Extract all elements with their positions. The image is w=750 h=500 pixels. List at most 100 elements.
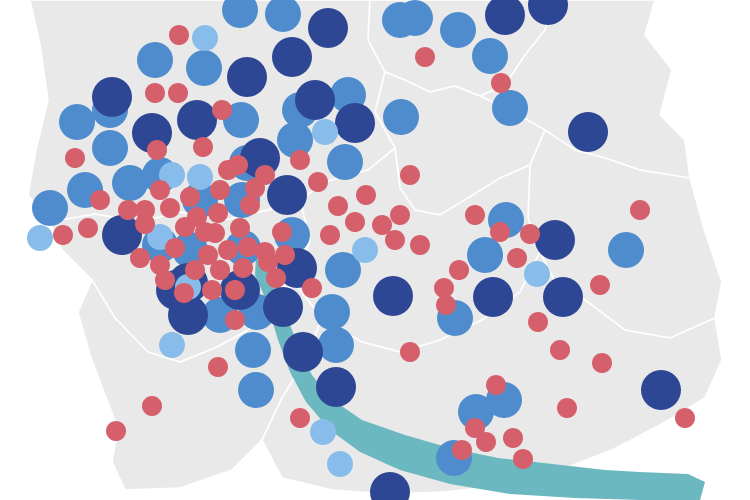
marker-red-6[interactable] bbox=[65, 148, 85, 168]
marker-medium-13[interactable] bbox=[277, 122, 313, 158]
marker-medium-7[interactable] bbox=[59, 104, 95, 140]
marker-red-37[interactable] bbox=[225, 280, 245, 300]
marker-red-20[interactable] bbox=[78, 218, 98, 238]
marker-dark-12[interactable] bbox=[485, 0, 525, 35]
marker-dark-7[interactable] bbox=[295, 80, 335, 120]
marker-medium-36[interactable] bbox=[382, 2, 418, 38]
marker-red-3[interactable] bbox=[168, 83, 188, 103]
marker-dark-10[interactable] bbox=[267, 175, 307, 215]
marker-medium-2[interactable] bbox=[265, 0, 301, 32]
marker-red-2[interactable] bbox=[145, 83, 165, 103]
marker-dark-5[interactable] bbox=[272, 37, 312, 77]
marker-red-1[interactable] bbox=[169, 25, 189, 45]
marker-light-9[interactable] bbox=[524, 261, 550, 287]
marker-red-58[interactable] bbox=[557, 398, 577, 418]
marker-red-15[interactable] bbox=[135, 200, 155, 220]
marker-red-72[interactable] bbox=[212, 100, 232, 120]
marker-dark-15[interactable] bbox=[535, 220, 575, 260]
marker-red-23[interactable] bbox=[230, 218, 250, 238]
marker-red-34[interactable] bbox=[233, 258, 253, 278]
marker-red-8[interactable] bbox=[193, 137, 213, 157]
marker-red-27[interactable] bbox=[238, 237, 258, 257]
marker-medium-4[interactable] bbox=[440, 12, 476, 48]
marker-medium-29[interactable] bbox=[467, 237, 503, 273]
marker-light-11[interactable] bbox=[310, 419, 336, 445]
marker-dark-20[interactable] bbox=[473, 277, 513, 317]
marker-light-1[interactable] bbox=[192, 25, 218, 51]
marker-red-22[interactable] bbox=[208, 203, 228, 223]
marker-red-46[interactable] bbox=[465, 205, 485, 225]
marker-dark-14[interactable] bbox=[568, 112, 608, 152]
marker-red-30[interactable] bbox=[130, 248, 150, 268]
marker-red-14[interactable] bbox=[180, 187, 200, 207]
marker-red-83[interactable] bbox=[630, 200, 650, 220]
marker-red-57[interactable] bbox=[592, 353, 612, 373]
marker-dark-4[interactable] bbox=[227, 57, 267, 97]
marker-red-48[interactable] bbox=[507, 248, 527, 268]
marker-medium-28[interactable] bbox=[608, 232, 644, 268]
marker-medium-11[interactable] bbox=[32, 190, 68, 226]
marker-light-3[interactable] bbox=[159, 162, 185, 188]
marker-red-32[interactable] bbox=[198, 245, 218, 265]
marker-dark-24[interactable] bbox=[641, 370, 681, 410]
marker-red-50[interactable] bbox=[434, 278, 454, 298]
marker-red-7[interactable] bbox=[147, 140, 167, 160]
marker-red-69[interactable] bbox=[302, 278, 322, 298]
marker-dark-11[interactable] bbox=[102, 215, 142, 255]
marker-red-64[interactable] bbox=[465, 418, 485, 438]
marker-red-33[interactable] bbox=[210, 260, 230, 280]
marker-red-77[interactable] bbox=[275, 245, 295, 265]
marker-red-84[interactable] bbox=[550, 340, 570, 360]
marker-red-39[interactable] bbox=[174, 283, 194, 303]
marker-medium-17[interactable] bbox=[492, 90, 528, 126]
marker-red-38[interactable] bbox=[202, 280, 222, 300]
marker-red-26[interactable] bbox=[218, 240, 238, 260]
marker-red-71[interactable] bbox=[290, 150, 310, 170]
marker-red-74[interactable] bbox=[90, 190, 110, 210]
marker-red-62[interactable] bbox=[452, 440, 472, 460]
marker-red-68[interactable] bbox=[320, 225, 340, 245]
marker-medium-27[interactable] bbox=[314, 294, 350, 330]
marker-dark-17[interactable] bbox=[263, 287, 303, 327]
marker-red-17[interactable] bbox=[160, 198, 180, 218]
marker-red-67[interactable] bbox=[356, 185, 376, 205]
marker-light-10[interactable] bbox=[159, 332, 185, 358]
marker-red-52[interactable] bbox=[400, 342, 420, 362]
marker-red-13[interactable] bbox=[150, 180, 170, 200]
marker-dark-25[interactable] bbox=[370, 472, 410, 500]
marker-red-47[interactable] bbox=[520, 224, 540, 244]
marker-red-42[interactable] bbox=[328, 196, 348, 216]
marker-light-7[interactable] bbox=[27, 225, 53, 251]
marker-medium-22[interactable] bbox=[458, 394, 494, 430]
marker-red-5[interactable] bbox=[491, 73, 511, 93]
marker-red-56[interactable] bbox=[290, 408, 310, 428]
marker-red-79[interactable] bbox=[165, 238, 185, 258]
marker-red-49[interactable] bbox=[449, 260, 469, 280]
marker-red-65[interactable] bbox=[490, 222, 510, 242]
marker-medium-6[interactable] bbox=[137, 42, 173, 78]
marker-dark-19[interactable] bbox=[373, 276, 413, 316]
marker-red-59[interactable] bbox=[675, 408, 695, 428]
marker-red-45[interactable] bbox=[390, 205, 410, 225]
marker-medium-8[interactable] bbox=[92, 130, 128, 166]
marker-red-24[interactable] bbox=[175, 217, 195, 237]
marker-red-29[interactable] bbox=[272, 222, 292, 242]
marker-red-63[interactable] bbox=[513, 449, 533, 469]
marker-medium-26[interactable] bbox=[238, 372, 274, 408]
marker-red-51[interactable] bbox=[528, 312, 548, 332]
marker-red-19[interactable] bbox=[135, 214, 155, 234]
marker-dark-13[interactable] bbox=[528, 0, 568, 25]
marker-red-10[interactable] bbox=[228, 155, 248, 175]
marker-red-66[interactable] bbox=[436, 295, 456, 315]
marker-medium-9[interactable] bbox=[112, 165, 148, 201]
marker-red-85[interactable] bbox=[486, 375, 506, 395]
marker-medium-15[interactable] bbox=[383, 99, 419, 135]
marker-red-76[interactable] bbox=[240, 195, 260, 215]
marker-red-53[interactable] bbox=[208, 357, 228, 377]
marker-red-41[interactable] bbox=[400, 165, 420, 185]
marker-dark-8[interactable] bbox=[335, 103, 375, 143]
marker-medium-1[interactable] bbox=[222, 0, 258, 28]
marker-red-43[interactable] bbox=[345, 212, 365, 232]
marker-medium-41[interactable] bbox=[318, 327, 354, 363]
